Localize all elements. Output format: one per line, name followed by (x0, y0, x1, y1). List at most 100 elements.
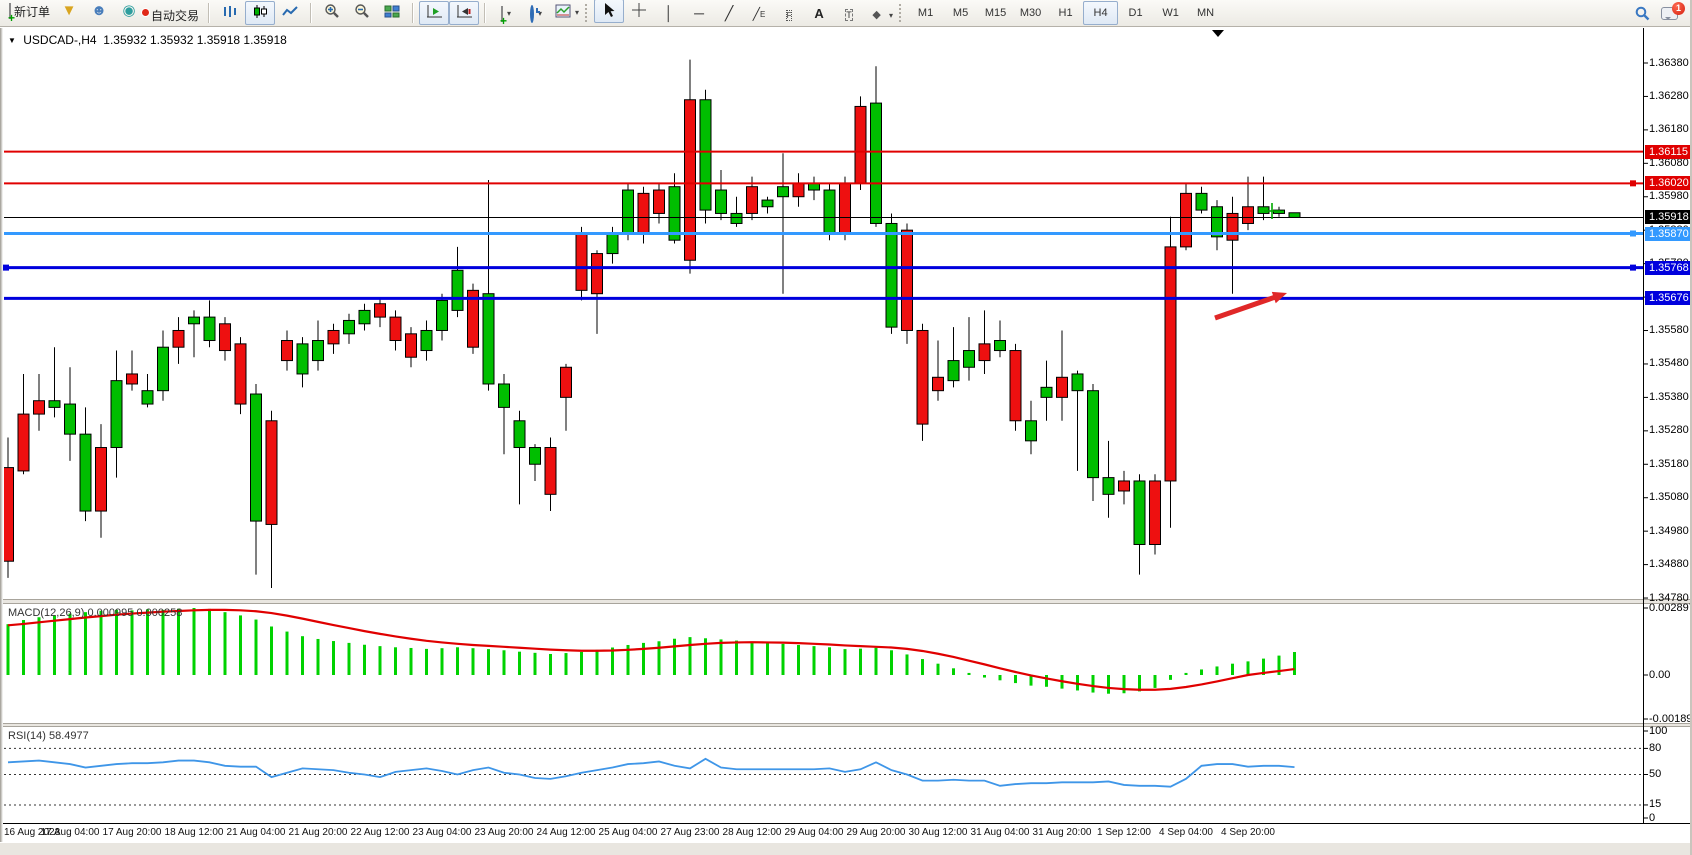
macd-axis-tick: 0.00 (1649, 668, 1671, 681)
pane-splitter[interactable] (0, 599, 1692, 604)
timeframe-mn-button[interactable]: MN (1188, 1, 1223, 25)
trendline-button[interactable]: ╱ (714, 1, 744, 25)
candle-body (1242, 206, 1254, 224)
chart-shift-marker[interactable] (1212, 30, 1224, 37)
timeframe-m30-button[interactable]: M30 (1013, 1, 1048, 25)
timeframe-m1-button[interactable]: M1 (908, 1, 943, 25)
time-axis[interactable] (0, 823, 1692, 843)
candle-body (64, 403, 76, 435)
main-chart-pane[interactable] (0, 28, 1692, 599)
candle-body (110, 380, 123, 449)
chart-title[interactable]: ▼ USDCAD-,H4 1.35932 1.35932 1.35918 1.3… (8, 33, 287, 47)
candle-body (296, 343, 309, 375)
new-order-button[interactable]: + 新订单 (5, 0, 54, 24)
candles-layer (4, 59, 1301, 588)
price-tick: 1.35980 (1649, 190, 1689, 203)
rsi-layer (4, 747, 1643, 806)
candle-body (250, 393, 262, 522)
equidistant-channel-button[interactable]: ╱ E (744, 2, 774, 26)
candle-body (141, 390, 154, 405)
tile-windows-button[interactable] (377, 1, 407, 25)
price-tick: 1.34980 (1649, 524, 1689, 537)
candlestick-chart-button[interactable] (245, 1, 276, 25)
signals-button[interactable]: ◉ (114, 0, 144, 23)
candle-body (1180, 192, 1192, 248)
search-icon[interactable] (1634, 5, 1651, 22)
toolbar-group-zoom (317, 1, 407, 26)
time-axis-label: 17 Aug 04:00 (40, 827, 100, 838)
price-tick: 1.36280 (1649, 89, 1689, 102)
candle-body (1133, 480, 1146, 545)
red-arrow-head[interactable] (1271, 291, 1287, 304)
candle-body (792, 182, 805, 198)
zoom-out-button[interactable] (347, 1, 377, 25)
macd-indicator-label: MACD(12,26,9) 0.000995 0.000258 (8, 607, 182, 619)
toolbar: + 新订单 ▼ ☻ ◉ 自动交易 + ▾ ▾ ▾ │ ─ ╱ ╱ E F A T ◆ ▾ M1 M5 M15 M30 H1… (0, 0, 1692, 27)
zoom-in-button[interactable] (317, 1, 347, 25)
text-button[interactable]: A (804, 1, 834, 25)
periods-button[interactable]: ▾ (521, 2, 551, 26)
trendline-icon: ╱ (724, 4, 734, 21)
profile-button[interactable]: ☻ (84, 0, 114, 23)
pane-splitter[interactable] (0, 723, 1692, 727)
timeframe-d1-button[interactable]: D1 (1118, 1, 1153, 25)
toolbar-grip[interactable] (585, 4, 589, 22)
arrows-button[interactable]: ◆ ▾ (864, 3, 897, 27)
timeframe-m15-button[interactable]: M15 (978, 1, 1013, 25)
price-tick: 1.35280 (1649, 424, 1689, 437)
time-axis-label: 31 Aug 04:00 (970, 827, 1030, 838)
dropdown-arrow-icon[interactable]: ▾ (889, 10, 894, 20)
fibonacci-button[interactable]: F (774, 2, 804, 26)
crosshair-button[interactable] (624, 0, 654, 23)
periods-icon (530, 4, 541, 23)
candle-body (265, 420, 278, 525)
timeframe-h4-button[interactable]: H4 (1083, 1, 1119, 25)
dropdown-arrow-icon[interactable]: ▾ (507, 9, 512, 19)
text-label-button[interactable]: T (834, 2, 864, 26)
line-handle[interactable] (3, 264, 9, 271)
auto-trading-button[interactable]: 自动交易 (141, 3, 203, 27)
line-price-label: 1.36115 (1645, 144, 1692, 159)
candle-body (1211, 206, 1223, 238)
dropdown-arrow-icon[interactable]: ▾ (538, 9, 543, 19)
timeframe-w1-button[interactable]: W1 (1153, 1, 1188, 25)
chart-shift-button[interactable] (449, 1, 480, 25)
price-tick: 1.34780 (1649, 591, 1689, 604)
horizontal-line-button[interactable]: ─ (684, 1, 714, 25)
notifications-icon[interactable]: 1 (1661, 1, 1685, 20)
bar-chart-button[interactable] (215, 1, 245, 25)
candle-body (761, 199, 774, 208)
auto-scroll-icon (426, 4, 443, 22)
line-handle[interactable] (1630, 180, 1636, 187)
toolbar-group-chart-type (215, 1, 305, 25)
templates-button[interactable]: ▾ (551, 0, 583, 24)
quick-trade-button[interactable]: ▼ (54, 0, 84, 23)
timeframe-m5-button[interactable]: M5 (943, 1, 978, 25)
macd-signal-line (7, 608, 1295, 691)
rsi-name: RSI(14) (8, 730, 46, 742)
toolbar-grip[interactable] (899, 4, 903, 22)
bid-price-label: 1.35918 (1645, 210, 1692, 225)
vertical-line-button[interactable]: │ (654, 1, 684, 25)
red-arrow-annotation[interactable] (1214, 293, 1279, 321)
price-tick: 1.36180 (1649, 123, 1689, 136)
cursor-button[interactable] (594, 0, 625, 23)
collapse-triangle-icon[interactable]: ▼ (8, 36, 16, 45)
time-axis-label: 21 Aug 20:00 (288, 827, 348, 838)
candle-body (606, 233, 619, 255)
timeframe-h1-button[interactable]: H1 (1048, 1, 1083, 25)
line-handle[interactable] (1630, 230, 1636, 237)
line-chart-button[interactable] (275, 1, 305, 25)
candle-body (978, 343, 991, 362)
auto-scroll-button[interactable] (419, 1, 450, 25)
bar-chart-icon (222, 4, 238, 22)
equidistant-channel-icon: ╱ E (752, 6, 766, 21)
candle-body (79, 433, 92, 512)
macd-name: MACD(12,26,9) (8, 607, 85, 619)
candle-body (1149, 480, 1161, 545)
rsi-value: 58.4977 (48, 730, 89, 742)
line-handle[interactable] (1630, 264, 1636, 271)
indicators-button[interactable]: + ▾ (491, 2, 521, 27)
dropdown-arrow-icon[interactable]: ▾ (575, 7, 580, 17)
time-axis-label: 29 Aug 04:00 (784, 827, 844, 838)
